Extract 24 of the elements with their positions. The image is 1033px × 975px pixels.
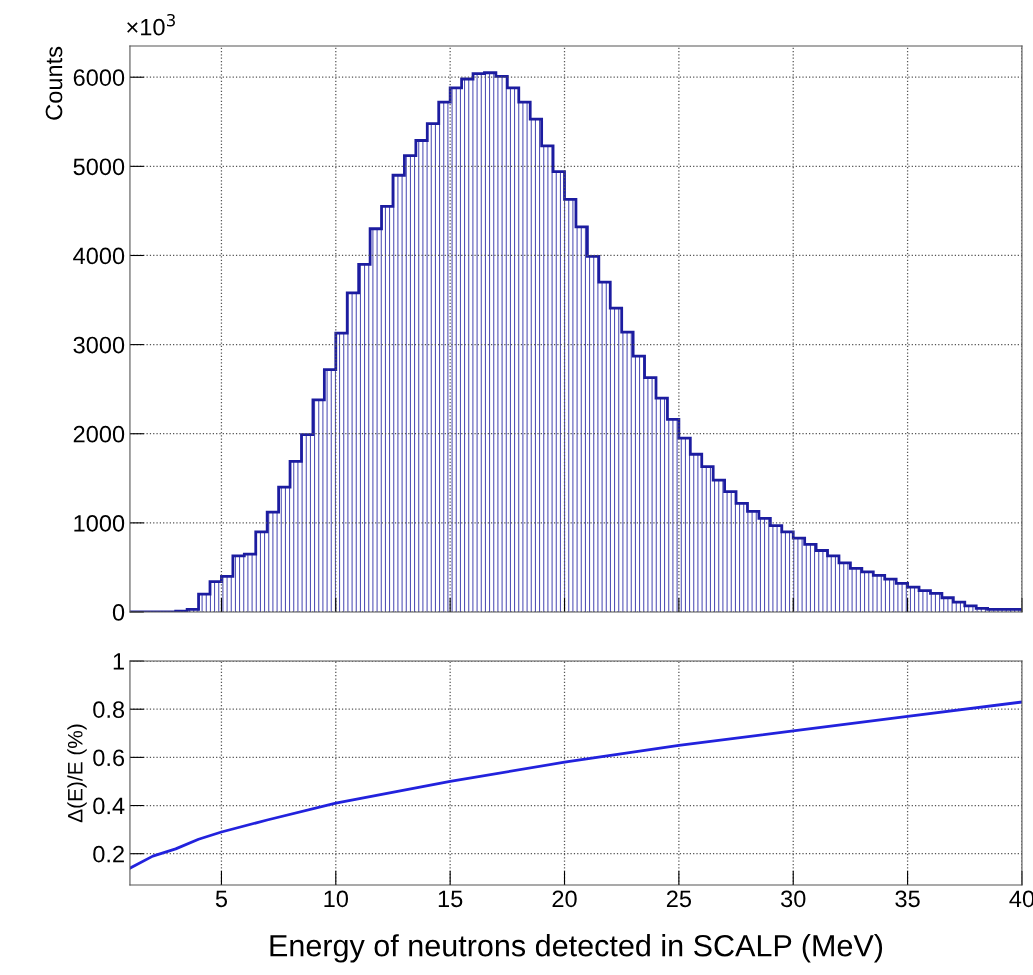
y-tick-label: 0: [112, 604, 125, 621]
y-tick-label: 0.4: [93, 797, 125, 815]
y-axis-title: Δ(E)/E (%): [67, 724, 87, 823]
x-axis-title: Energy of neutrons detected in SCALP (MeV): [270, 934, 883, 963]
y-tick-label: 3000: [73, 336, 125, 354]
y-tick-label: 4000: [73, 247, 125, 265]
x-tick-label: 20: [552, 890, 577, 908]
line-series: [129, 700, 1022, 870]
x-tick-label: 5: [215, 890, 228, 908]
y-tick-label: 0.8: [93, 701, 125, 718]
y-tick-label: 0.6: [93, 749, 125, 767]
x-tick-label: 25: [666, 890, 692, 908]
x-tick-label: 15: [438, 890, 463, 908]
x-tick-label: 10: [324, 890, 349, 908]
x-tick-label: 35: [895, 890, 920, 908]
y-tick-label: 5000: [73, 158, 125, 176]
y-axis-title: Counts: [45, 46, 63, 120]
y-tick-label: 1: [113, 653, 124, 670]
y-tick-label: 0.2: [93, 845, 124, 863]
y-tick-label: 6000: [73, 69, 125, 86]
text: ×10$^{3}$: [127, 13, 175, 36]
y-tick-label: 1000: [74, 514, 125, 532]
y-tick-label: 2000: [73, 425, 125, 443]
x-tick-label: 30: [781, 890, 806, 908]
